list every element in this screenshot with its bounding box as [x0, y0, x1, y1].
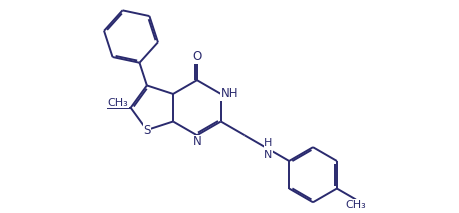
Text: S: S: [143, 124, 150, 137]
Text: NH: NH: [220, 88, 238, 101]
Text: CH₃: CH₃: [107, 98, 128, 108]
Text: CH₃: CH₃: [345, 200, 365, 210]
Text: N: N: [192, 135, 201, 148]
Text: H
N: H N: [264, 138, 272, 160]
Text: O: O: [192, 50, 201, 63]
